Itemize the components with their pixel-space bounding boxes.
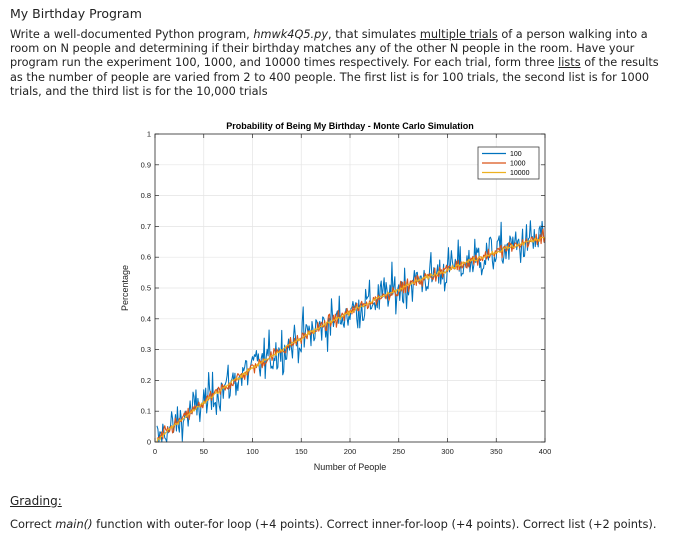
grading-colon: :	[57, 494, 62, 508]
x-tick-label: 200	[344, 447, 357, 456]
y-tick-label: 0.7	[141, 222, 151, 231]
legend: 100 1000 10000	[477, 146, 540, 180]
chart-title: Probability of Being My Birthday - Monte…	[226, 121, 474, 131]
x-tick-label: 50	[200, 447, 208, 456]
y-tick-label: 1	[147, 130, 151, 139]
x-tick-label: 300	[441, 447, 454, 456]
x-axis-label: Number of People	[314, 462, 387, 472]
grading-heading: Grading:	[10, 494, 62, 508]
x-tick-label: 100	[246, 447, 259, 456]
y-tick-label: 0	[147, 438, 151, 447]
multiple-trials-link[interactable]: multiple trials	[419, 28, 498, 41]
legend-box	[477, 146, 540, 180]
series-line-1000	[156, 228, 546, 440]
grading-text-2: function with outer-for loop (+4 points)…	[92, 517, 657, 531]
y-tick-label: 0.8	[141, 191, 151, 200]
series-line-10000	[156, 236, 546, 443]
y-tick-label: 0.2	[141, 376, 151, 385]
legend-label-10000: 10000	[510, 170, 530, 177]
x-tick-label: 150	[295, 447, 308, 456]
y-tick-label: 0.6	[141, 253, 151, 262]
legend-label-1000: 1000	[510, 161, 526, 168]
series-line-100	[156, 220, 546, 443]
y-tick-label: 0.1	[141, 407, 151, 416]
lists-link[interactable]: lists	[558, 56, 581, 70]
data-series	[156, 220, 546, 443]
page-title: My Birthday Program	[10, 6, 142, 21]
desc-text-3: of a person walking into a room on N peo…	[10, 28, 648, 70]
assignment-description: Write a well-documented Python program, …	[10, 28, 668, 99]
x-tick-label: 350	[490, 447, 503, 456]
desc-text-4: of the results as the number of people a…	[10, 56, 659, 98]
main-function-name: main()	[55, 517, 93, 531]
y-tick-label: 0.9	[141, 160, 151, 169]
x-tick-label: 0	[153, 447, 157, 456]
monte-carlo-chart: Probability of Being My Birthday - Monte…	[120, 121, 552, 472]
x-tick-label: 400	[539, 447, 552, 456]
grading-text-1: Correct	[10, 517, 56, 531]
y-tick-label: 0.5	[141, 284, 151, 293]
axis-ticks: 0 50 100 150 200 250 300 350 400 0 0.1 0.2 0.3 0.4 0.5…	[141, 130, 552, 457]
desc-text-1: Write a well-documented Python program,	[10, 28, 254, 41]
grading-criteria: Correct main() function with outer-for l…	[10, 517, 656, 531]
desc-text-2: , that simulates	[328, 28, 420, 41]
filename: hmwk4Q5.py	[253, 28, 329, 41]
y-tick-label: 0.3	[141, 345, 151, 354]
y-axis-label: Percentage	[120, 265, 130, 311]
y-tick-label: 0.4	[141, 314, 151, 323]
legend-label-100: 100	[510, 151, 522, 158]
x-tick-label: 250	[392, 447, 405, 456]
grading-label: Grading	[10, 494, 58, 508]
